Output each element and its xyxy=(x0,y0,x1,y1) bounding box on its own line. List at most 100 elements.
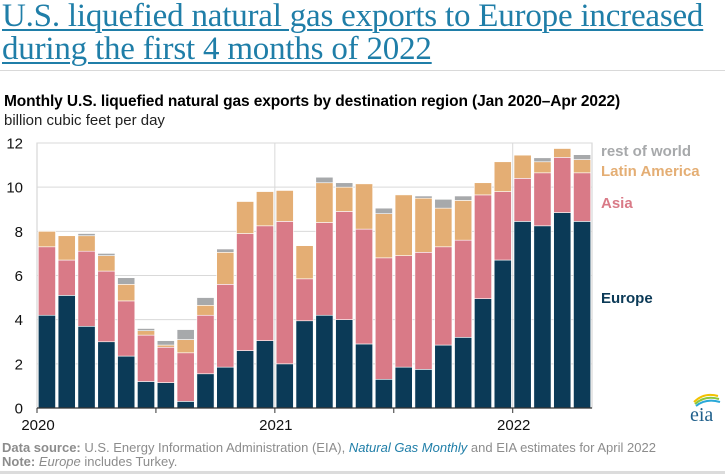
headline[interactable]: U.S. liquefied natural gas exports to Eu… xyxy=(2,0,704,67)
bar-segment-asia xyxy=(236,233,255,351)
bar-segment-europe xyxy=(97,341,116,409)
note-text: includes Turkey. xyxy=(80,454,178,469)
bar-segment-rest-of-world xyxy=(414,195,433,199)
bar-segment-latin-america xyxy=(533,161,552,174)
data-source-label: Data source: xyxy=(2,440,81,455)
bar-segment-latin-america xyxy=(493,161,512,192)
y-tick-label: 2 xyxy=(15,356,23,373)
bar-segment-asia xyxy=(493,191,512,261)
bar-segment-asia xyxy=(176,352,195,402)
bar-segment-europe xyxy=(176,401,195,409)
bar-segment-rest-of-world xyxy=(156,340,175,346)
bar-segment-europe xyxy=(196,373,215,409)
bar-segment-latin-america xyxy=(434,207,453,248)
axes: 0 2 4 6 8 10 12 2020 2021 2022 xyxy=(6,136,592,434)
bar-segment-latin-america xyxy=(454,200,473,241)
bar-segment-rest-of-world xyxy=(533,157,552,163)
bar-segment-latin-america xyxy=(37,231,56,248)
bar-segment-asia xyxy=(355,228,373,345)
bar-segment-asia xyxy=(414,252,433,370)
bar-segment-asia xyxy=(573,172,592,222)
bar-segment-rest-of-world xyxy=(454,195,473,201)
bar-segment-asia xyxy=(117,300,136,357)
y-tick-label: 8 xyxy=(15,224,23,241)
legend-rest-of-world: rest of world xyxy=(601,143,691,160)
bar-segment-asia xyxy=(434,246,453,346)
bar-segment-latin-america xyxy=(275,190,294,222)
data-source-text: U.S. Energy Information Administration (… xyxy=(80,440,349,455)
y-tick-label: 0 xyxy=(15,401,23,418)
bar-segment-latin-america xyxy=(137,330,155,336)
bar-segment-europe xyxy=(216,366,235,409)
bar-segment-rest-of-world xyxy=(335,182,354,188)
bar-segment-rest-of-world xyxy=(434,199,453,209)
x-tick-label: 2022 xyxy=(497,417,530,434)
bar-segment-europe xyxy=(315,314,334,409)
y-tick-label: 12 xyxy=(6,136,23,153)
bar-segment-rest-of-world xyxy=(97,253,116,256)
bar-segment-latin-america xyxy=(176,339,195,354)
bar-segment-europe xyxy=(434,344,453,409)
x-tick-label: 2021 xyxy=(259,417,292,434)
bar-segment-asia xyxy=(474,194,492,299)
note-italic: Europe xyxy=(38,454,81,469)
bar-segment-latin-america xyxy=(295,245,314,280)
bar-segment-asia xyxy=(97,270,116,343)
eia-logo-icon[interactable]: eia xyxy=(684,388,724,424)
y-tick-label: 4 xyxy=(15,312,23,329)
bar-segment-latin-america xyxy=(196,305,215,316)
stacked-bar-chart: 0 2 4 6 8 10 12 2020 2021 2022 rest of world Latin… xyxy=(6,136,700,435)
y-tick-label: 10 xyxy=(6,180,23,197)
bar-segment-asia xyxy=(295,278,314,322)
svg-text:eia: eia xyxy=(690,404,713,424)
bar-segment-asia xyxy=(37,246,56,316)
bar-segment-europe xyxy=(414,369,433,409)
bar-segment-europe xyxy=(493,259,512,409)
bar-segment-europe xyxy=(374,378,393,409)
bar-segment-europe xyxy=(295,320,314,409)
bar-segment-europe xyxy=(553,212,572,409)
bar-segment-europe xyxy=(533,225,552,409)
bar-segment-latin-america xyxy=(77,235,96,252)
bar-segment-europe xyxy=(57,295,76,409)
natural-gas-monthly-link[interactable]: Natural Gas Monthly xyxy=(348,440,468,455)
bar-segment-europe xyxy=(37,314,56,409)
bar-segment-europe xyxy=(137,381,155,409)
note-line: Note: Europe includes Turkey. xyxy=(2,454,177,469)
bar-segment-europe xyxy=(77,325,96,409)
bar-segment-rest-of-world xyxy=(573,154,592,160)
bar-segment-asia xyxy=(156,346,175,383)
bar-segment-latin-america xyxy=(355,183,373,230)
legend-europe: Europe xyxy=(601,290,653,307)
bar-segment-rest-of-world xyxy=(315,176,334,184)
bar-segment-latin-america xyxy=(414,197,433,253)
bar-segment-latin-america xyxy=(335,186,354,212)
bar-segment-europe xyxy=(236,350,255,409)
legend-asia: Asia xyxy=(601,195,633,212)
bar-segment-latin-america xyxy=(374,213,393,259)
bar-segment-latin-america xyxy=(573,159,592,174)
bar-segment-asia xyxy=(256,225,274,341)
bar-segment-latin-america xyxy=(513,154,532,179)
bar-segment-europe xyxy=(474,298,492,409)
data-source-line: Data source: U.S. Energy Information Adm… xyxy=(2,440,656,455)
bar-segment-europe xyxy=(256,340,274,409)
bar-segment-asia xyxy=(77,250,96,327)
bar-segment-latin-america xyxy=(117,284,136,302)
bar-segment-asia xyxy=(315,222,334,316)
bar-segment-asia xyxy=(335,211,354,320)
bar-segment-rest-of-world xyxy=(176,329,195,340)
bar-segment-latin-america xyxy=(553,148,572,158)
bar-segment-rest-of-world xyxy=(77,233,96,237)
bar-segment-latin-america xyxy=(97,255,116,272)
bar-segment-rest-of-world xyxy=(196,297,215,306)
divider xyxy=(0,70,725,71)
bar-segment-europe xyxy=(117,355,136,409)
bar-segment-asia xyxy=(513,178,532,222)
bar-segment-europe xyxy=(355,343,373,409)
bar-segment-asia xyxy=(196,314,215,375)
bar-segment-asia xyxy=(57,259,76,296)
data-source-text-2: and EIA estimates for April 2022 xyxy=(467,440,656,455)
bar-segment-asia xyxy=(394,255,413,368)
bottom-divider xyxy=(0,471,725,474)
